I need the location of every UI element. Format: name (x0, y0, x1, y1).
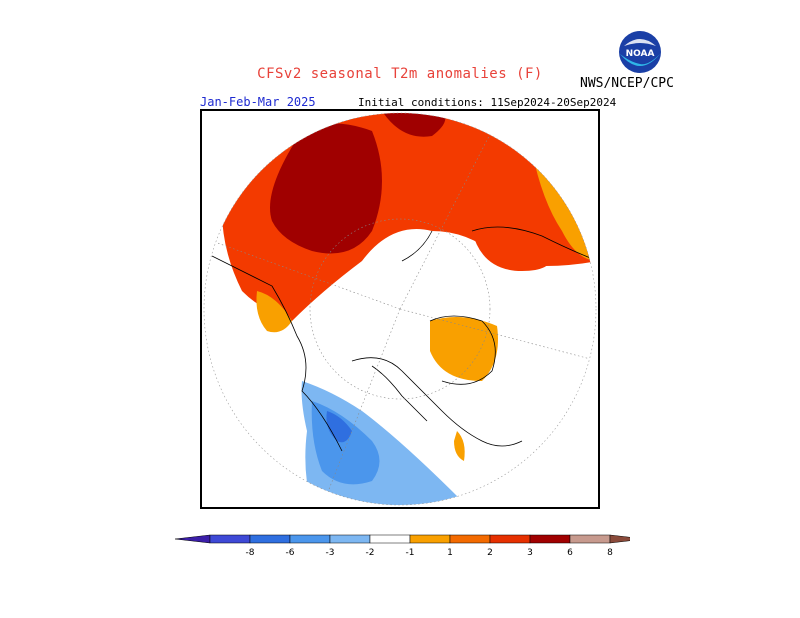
legend-swatch (289, 534, 331, 544)
legend-swatch (209, 534, 251, 544)
anomaly-2-region-east (430, 317, 498, 381)
logo-text: NOAA (626, 49, 655, 59)
legend-arrow-left (174, 534, 211, 544)
legend-tick-label: -3 (326, 548, 335, 558)
legend-tick-label: -6 (286, 548, 295, 558)
anomaly-3-region-east (472, 227, 554, 271)
legend-tick-label: 2 (487, 548, 493, 558)
anomaly-6-region (270, 123, 382, 254)
agency-label: NWS/NCEP/CPC (580, 76, 674, 91)
legend-swatch (249, 534, 291, 544)
legend-swatch (529, 534, 571, 544)
initial-conditions: Initial conditions: 11Sep2024-20Sep2024 (358, 96, 617, 109)
map-title: CFSv2 seasonal T2m anomalies (F) (257, 66, 543, 82)
forecast-period: Jan-Feb-Mar 2025 (200, 95, 316, 109)
legend-swatch (369, 534, 411, 544)
noaa-logo: NOAA (618, 30, 662, 74)
color-legend: -8 -6 -3 -2 -1 1 2 3 6 8 (170, 530, 646, 570)
legend-tick-label: 6 (567, 548, 573, 558)
anomaly-2-region-south (454, 431, 465, 461)
legend-arrow-right (609, 534, 646, 544)
coastlines (211, 226, 596, 452)
legend-tick-label: -8 (246, 548, 255, 558)
polar-map (200, 109, 600, 509)
legend-swatch (329, 534, 371, 544)
anomaly-6-region-2 (382, 113, 446, 137)
anomaly-2-region-west (256, 291, 292, 333)
legend-swatch (449, 534, 491, 544)
legend-tick-label: 8 (607, 548, 613, 558)
legend-tick-label: 3 (527, 548, 533, 558)
legend-swatch (409, 534, 451, 544)
graticule (211, 113, 596, 505)
legend-swatch (569, 534, 611, 544)
legend-swatch (489, 534, 531, 544)
legend-tick-label: 1 (447, 548, 453, 558)
legend-tick-label: -1 (406, 548, 415, 558)
legend-tick-label: -2 (366, 548, 375, 558)
